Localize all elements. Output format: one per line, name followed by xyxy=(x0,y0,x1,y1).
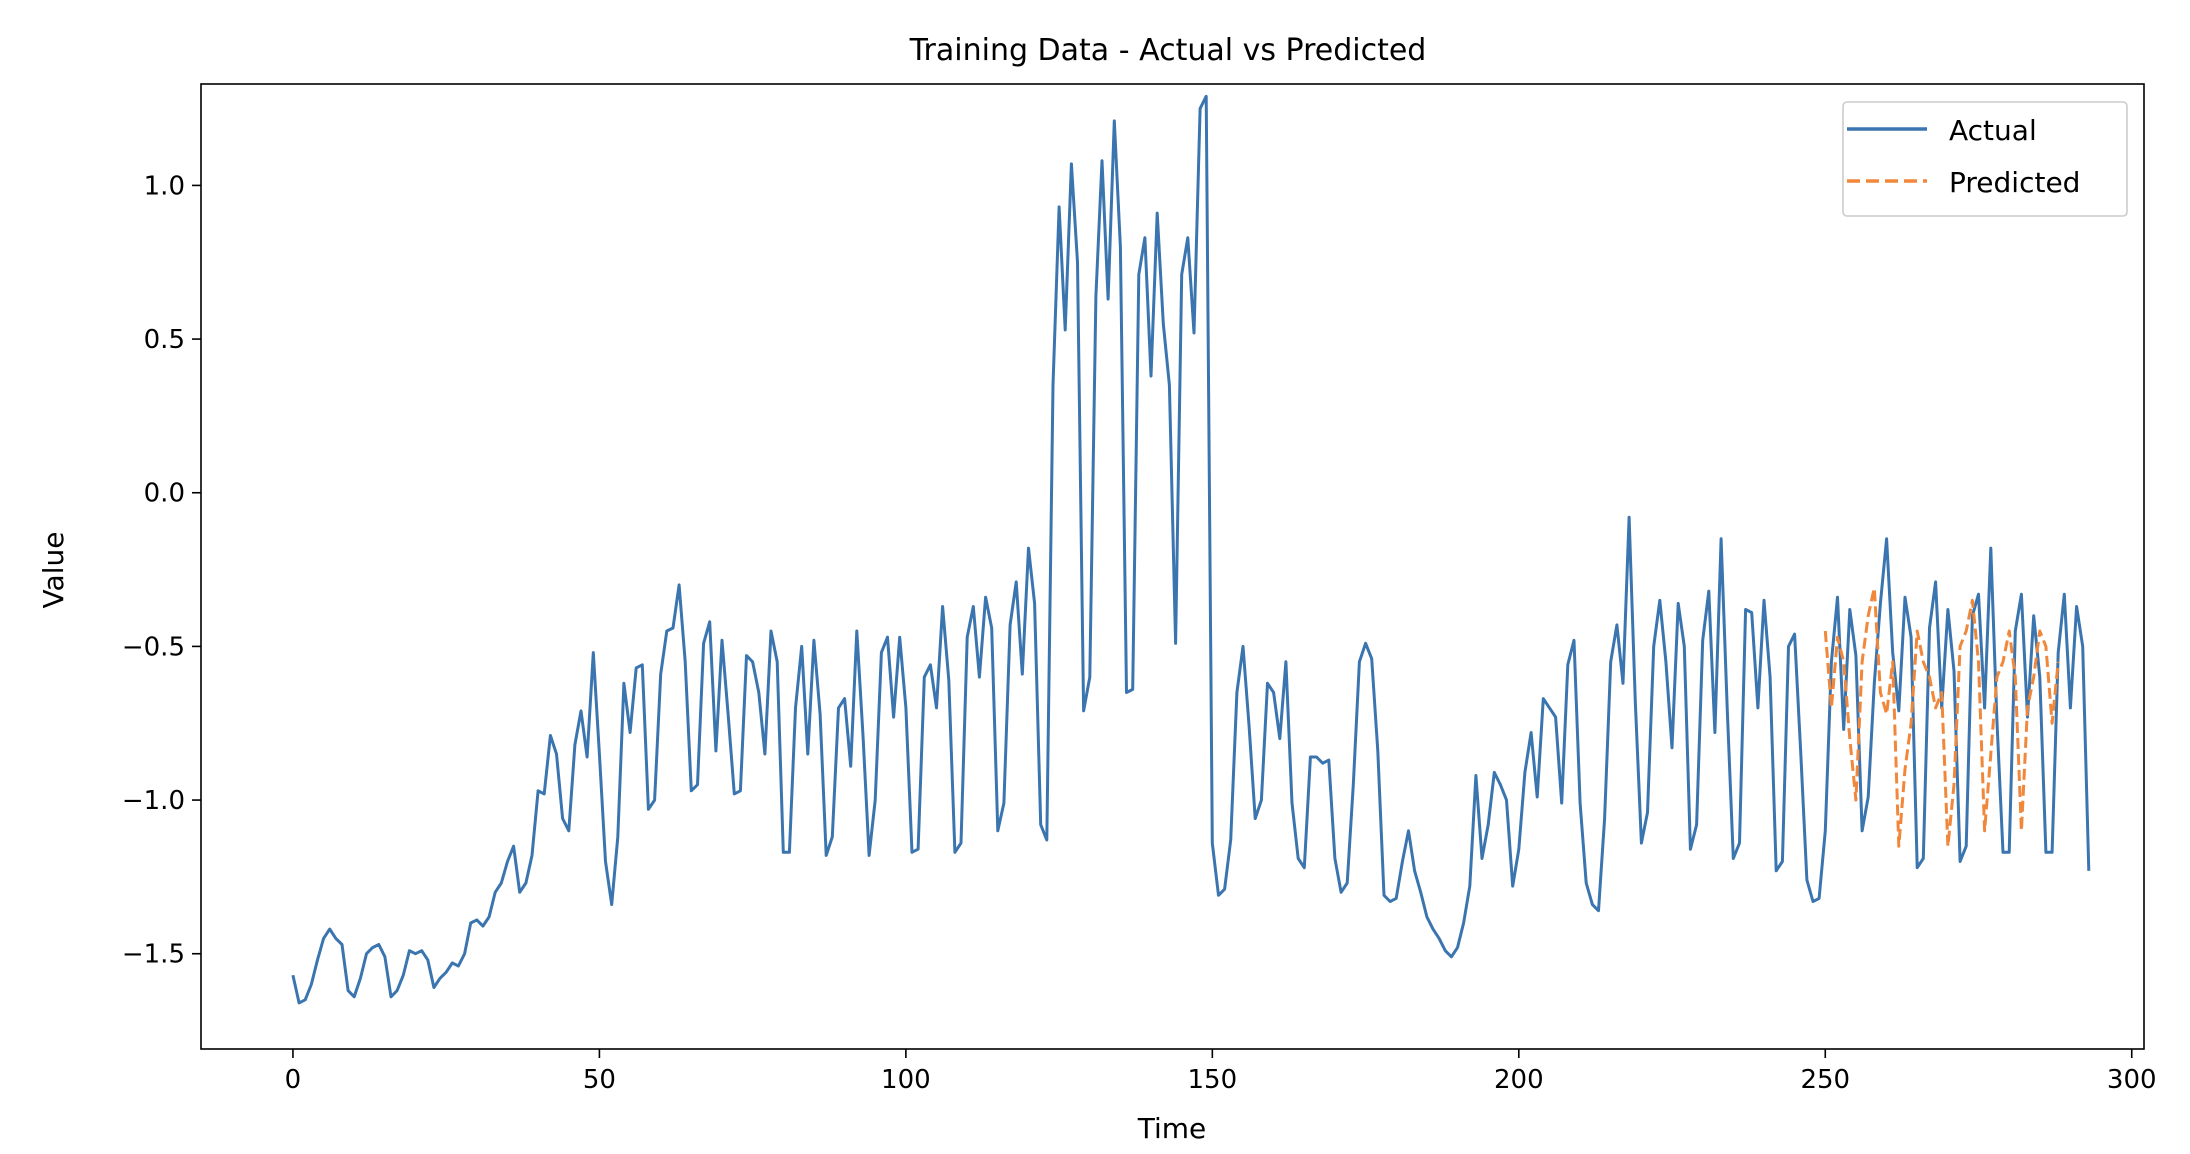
x-tick-label: 0 xyxy=(285,1065,302,1095)
series-actual-line xyxy=(291,94,2091,1005)
y-axis: 1.0 0.5 0.0 −0.5 −1.0 −1.5 xyxy=(122,171,201,970)
y-tick-label: −0.5 xyxy=(122,632,185,662)
y-tick-label: 0.0 xyxy=(144,479,185,509)
x-tick-label: 150 xyxy=(1188,1065,1238,1095)
y-axis-label: Value xyxy=(37,532,70,609)
plot-area xyxy=(200,83,2145,1050)
y-tick-label: 0.5 xyxy=(144,325,185,355)
x-tick-label: 200 xyxy=(1494,1065,1544,1095)
legend-actual-label: Actual xyxy=(1949,114,2037,147)
y-tick-label: −1.0 xyxy=(122,786,185,816)
x-tick-label: 50 xyxy=(583,1065,616,1095)
series-layer xyxy=(291,94,2091,1005)
chart-title: Training Data - Actual vs Predicted xyxy=(909,33,1427,68)
x-axis-label: Time xyxy=(1137,1112,1207,1145)
x-tick-label: 300 xyxy=(2107,1065,2157,1095)
axes-frame xyxy=(200,83,2145,1050)
x-axis: 0 50 100 150 200 250 300 xyxy=(285,1049,2157,1095)
legend: Actual Predicted xyxy=(1842,101,2128,217)
y-tick-label: 1.0 xyxy=(144,171,185,201)
y-tick-label: −1.5 xyxy=(122,940,185,970)
x-tick-label: 100 xyxy=(881,1065,931,1095)
legend-predicted-label: Predicted xyxy=(1949,166,2080,199)
x-tick-label: 250 xyxy=(1800,1065,1850,1095)
series-predicted-line xyxy=(1823,586,2060,848)
